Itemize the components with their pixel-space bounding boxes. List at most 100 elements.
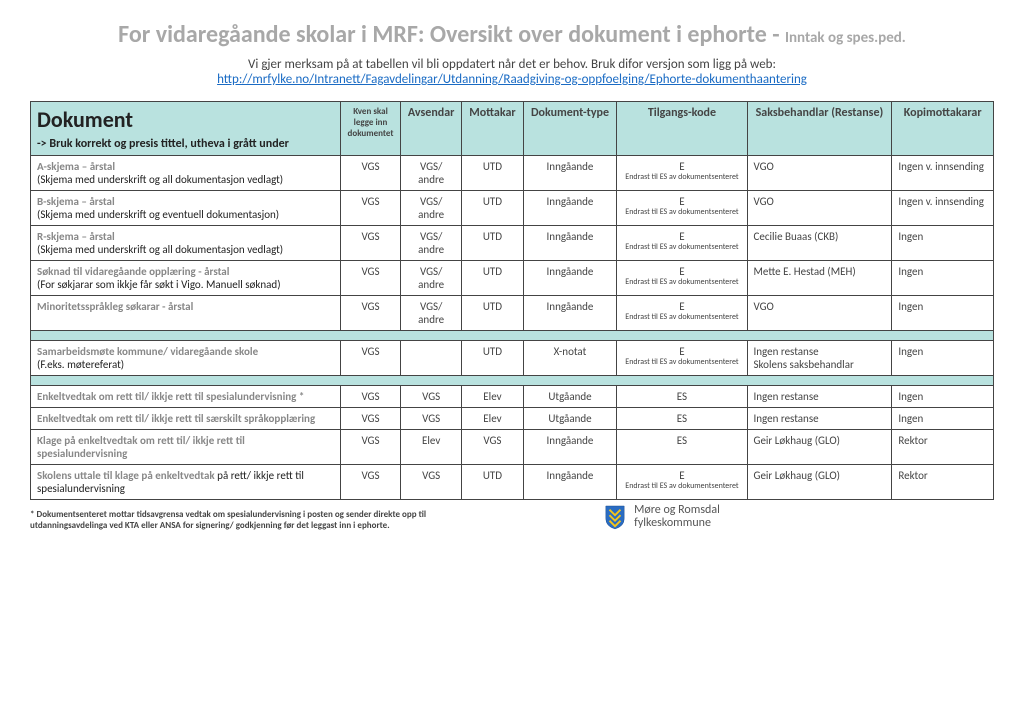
table-row: Skolens uttale til klage på enkeltvedtak… [31,465,994,500]
table-row: A-skjema – årstal(Skjema med underskrift… [31,156,994,191]
table-row: Samarbeidsmøte kommune/ vidaregåande sko… [31,341,994,376]
cell-kven: VGS [341,191,401,226]
cell-av: VGS/andre [401,226,462,261]
cell-kven: VGS [341,465,401,500]
cell-mot: UTD [462,465,523,500]
cell-dt: Utgåande [523,408,617,430]
cell-kven: VGS [341,261,401,296]
cell-kopi: Ingen [892,226,994,261]
cell-saks: Ingen restanse [747,386,892,408]
cell-dt: Inngåande [523,156,617,191]
col-avsendar: Avsendar [401,102,462,156]
cell-dokument: Enkeltvedtak om rett til/ ikkje rett til… [31,408,341,430]
cell-av: Elev [401,430,462,465]
intro-link[interactable]: http://mrfylke.no/Intranett/Fagavdelinga… [217,72,807,87]
cell-dokument: Klage på enkeltvedtak om rett til/ ikkje… [31,430,341,465]
cell-saks: Geir Løkhaug (GLO) [747,465,892,500]
cell-mot: UTD [462,261,523,296]
cell-kopi: Ingen [892,408,994,430]
cell-mot: Elev [462,386,523,408]
intro-block: Vi gjer merksam på at tabellen vil bli o… [30,57,994,87]
table-row: Enkeltvedtak om rett til/ ikkje rett til… [31,408,994,430]
cell-av: VGS/andre [401,156,462,191]
logo-text: Møre og Romsdal fylkeskommune [634,504,720,530]
cell-mot: UTD [462,156,523,191]
cell-tilgang: EEndrast til ES av dokumentsenteret [617,226,747,261]
cell-kven: VGS [341,296,401,331]
cell-kopi: Rektor [892,430,994,465]
cell-saks: VGO [747,296,892,331]
logo-line2: fylkeskommune [634,516,711,530]
cell-tilgang: ES [617,386,747,408]
cell-dokument: R-skjema – årstal(Skjema med underskrift… [31,226,341,261]
cell-saks: Geir Løkhaug (GLO) [747,430,892,465]
cell-tilgang: EEndrast til ES av dokumentsenteret [617,465,747,500]
col-dokument-small: -> Bruk korrekt og presis tittel, utheva… [37,137,334,151]
table-row: Klage på enkeltvedtak om rett til/ ikkje… [31,430,994,465]
cell-mot: UTD [462,226,523,261]
cell-mot: Elev [462,408,523,430]
cell-saks: Ingen restanseSkolens saksbehandlar [747,341,892,376]
col-saks: Saksbehandlar (Restanse) [747,102,892,156]
cell-kven: VGS [341,341,401,376]
col-tilgang: Tilgangs-kode [617,102,747,156]
cell-dokument: Minoritetsspråkleg søkarar - årstal [31,296,341,331]
cell-kven: VGS [341,226,401,261]
cell-dt: Inngåande [523,296,617,331]
cell-dt: Utgåande [523,386,617,408]
cell-dokument: A-skjema – årstal(Skjema med underskrift… [31,156,341,191]
page-title: For vidaregåande skolar i MRF: Oversikt … [30,20,994,49]
cell-saks: VGO [747,156,892,191]
logo-line1: Møre og Romsdal [634,503,720,517]
cell-mot: UTD [462,296,523,331]
cell-av: VGS [401,386,462,408]
cell-dt: Inngåande [523,430,617,465]
cell-dt: X-notat [523,341,617,376]
cell-kopi: Ingen [892,261,994,296]
cell-dt: Inngåande [523,191,617,226]
table-row: B-skjema – årstal(Skjema med underskrift… [31,191,994,226]
cell-tilgang: EEndrast til ES av dokumentsenteret [617,156,747,191]
cell-saks: Mette E. Hestad (MEH) [747,261,892,296]
cell-saks: VGO [747,191,892,226]
document-table: Dokument -> Bruk korrekt og presis titte… [30,101,994,500]
header-row: Dokument -> Bruk korrekt og presis titte… [31,102,994,156]
cell-av: VGS/andre [401,296,462,331]
footnote: * Dokumentsenteret mottar tidsavgrensa v… [30,510,450,532]
col-kven: Kven skal legge inn dokumentet [341,102,401,156]
cell-kopi: Rektor [892,465,994,500]
cell-kven: VGS [341,430,401,465]
cell-kven: VGS [341,156,401,191]
col-doktype: Dokument-type [523,102,617,156]
cell-dt: Inngåande [523,465,617,500]
cell-av: VGS [401,465,462,500]
col-mottakar: Mottakar [462,102,523,156]
table-row: Søknad til vidaregåande opplæring - årst… [31,261,994,296]
intro-text: Vi gjer merksam på at tabellen vil bli o… [248,57,776,72]
table-row: Enkeltvedtak om rett til/ ikkje rett til… [31,386,994,408]
cell-tilgang: ES [617,430,747,465]
col-kopi: Kopimottakarar [892,102,994,156]
title-main: For vidaregåande skolar i MRF: Oversikt … [118,20,785,49]
cell-kven: VGS [341,386,401,408]
cell-dokument: Søknad til vidaregåande opplæring - årst… [31,261,341,296]
cell-av: VGS/andre [401,261,462,296]
cell-dokument: Skolens uttale til klage på enkeltvedtak… [31,465,341,500]
shield-icon [604,504,626,530]
spacer-row [31,331,994,341]
cell-tilgang: EEndrast til ES av dokumentsenteret [617,191,747,226]
cell-tilgang: EEndrast til ES av dokumentsenteret [617,341,747,376]
cell-av: VGS [401,408,462,430]
cell-kopi: Ingen v. innsending [892,191,994,226]
cell-mot: VGS [462,430,523,465]
cell-tilgang: EEndrast til ES av dokumentsenteret [617,261,747,296]
cell-dokument: Samarbeidsmøte kommune/ vidaregåande sko… [31,341,341,376]
table-row: Minoritetsspråkleg søkarar - årstalVGSVG… [31,296,994,331]
cell-mot: UTD [462,191,523,226]
cell-mot: UTD [462,341,523,376]
cell-saks: Cecilie Buaas (CKB) [747,226,892,261]
cell-saks: Ingen restanse [747,408,892,430]
cell-kopi: Ingen [892,386,994,408]
cell-kopi: Ingen v. innsending [892,156,994,191]
cell-av [401,341,462,376]
